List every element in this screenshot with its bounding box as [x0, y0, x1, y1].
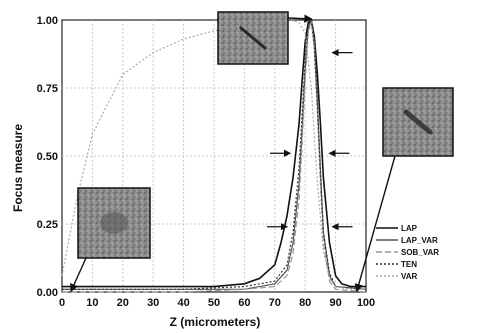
x-tick-label: 40: [177, 297, 189, 309]
defocus-far-image: [354, 87, 454, 293]
series-layer: [61, 18, 367, 293]
y-tick-label: 0.00: [37, 287, 58, 299]
x-tick-label: 70: [269, 297, 281, 309]
y-tick-label: 1.00: [37, 15, 58, 27]
x-tick-label: 100: [357, 297, 375, 309]
x-tick-label: 10: [86, 297, 98, 309]
inset-pointer-arrow: [287, 14, 313, 23]
y-tick-label: 0.25: [37, 219, 58, 231]
x-tick-label: 30: [147, 297, 159, 309]
series-line-sob-var: [62, 19, 367, 293]
legend-label: SOB_VAR: [401, 248, 439, 257]
legend-label: VAR: [401, 272, 418, 281]
x-tick-label: 90: [329, 297, 341, 309]
y-axis-title: Focus measure: [11, 124, 25, 212]
inset-pointer-arrow: [354, 155, 396, 293]
x-axis-title: Z (micrometers): [170, 315, 261, 329]
legend-label: LAP: [401, 224, 418, 233]
legend: LAP LAP_VAR SOB_VAR TEN VAR: [376, 224, 439, 281]
x-tick-label: 60: [238, 297, 250, 309]
legend-label: TEN: [401, 260, 417, 269]
legend-label: LAP_VAR: [401, 236, 438, 245]
series-line-ten: [62, 18, 367, 290]
x-axis-ticks: 0 10 20 30 40 50 60 70 80 90 100: [59, 297, 375, 309]
inset-pointer-arrow: [70, 257, 87, 293]
x-tick-label: 20: [117, 297, 129, 309]
y-axis-ticks: 0.00 0.25 0.50 0.75 1.00: [37, 15, 58, 299]
x-tick-label: 80: [299, 297, 311, 309]
inset-images: [70, 11, 454, 293]
in-focus-image: [217, 11, 313, 65]
y-tick-label: 0.75: [37, 83, 58, 95]
series-line-lap: [62, 18, 366, 288]
y-tick-label: 0.50: [37, 151, 58, 163]
x-tick-label: 50: [208, 297, 220, 309]
defocus-near-image: [70, 187, 151, 293]
x-tick-label: 0: [59, 297, 65, 309]
